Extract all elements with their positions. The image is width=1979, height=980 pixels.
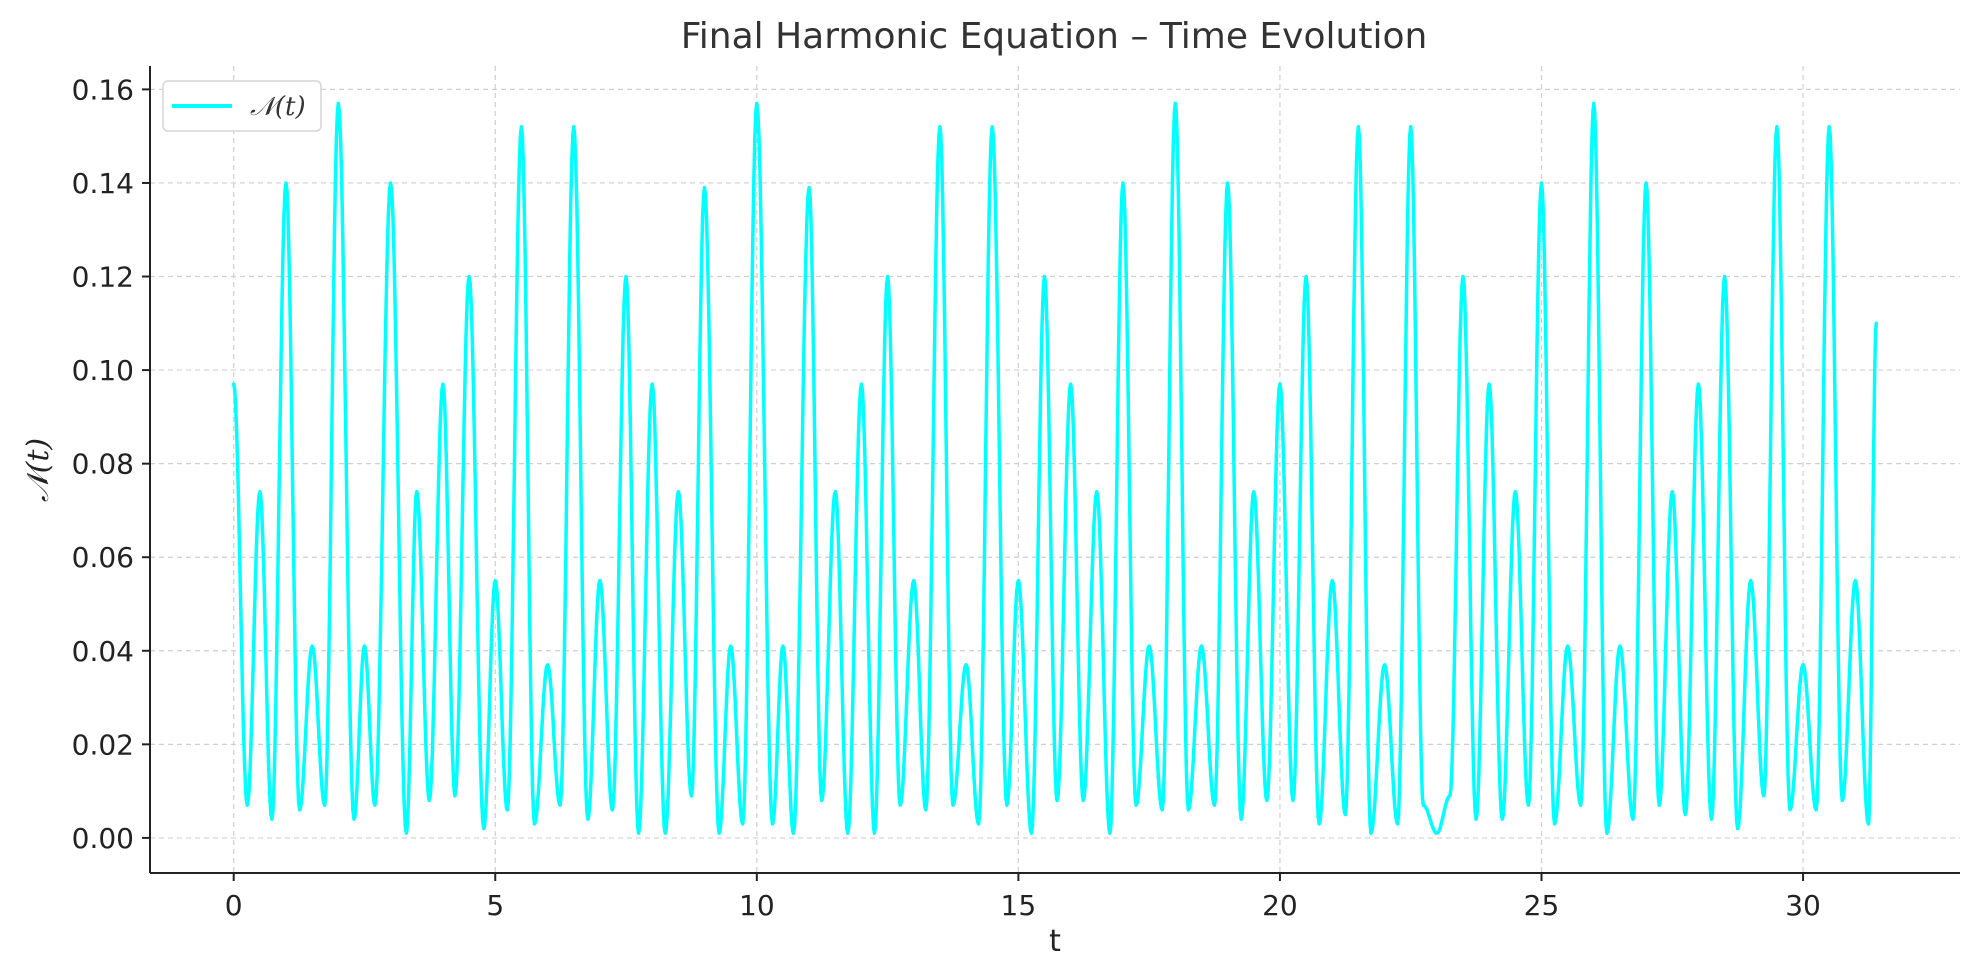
x-tick-label: 15 [1001,889,1037,922]
x-tick-label: 25 [1524,889,1560,922]
y-tick-label: 0.02 [72,728,134,761]
y-tick-label: 0.12 [72,261,134,294]
x-tick-label: 30 [1785,889,1821,922]
y-tick-label: 0.00 [72,822,134,855]
x-tick-label: 10 [739,889,775,922]
legend: 𝒩(t) [162,80,322,132]
x-axis-label: t [1049,924,1061,959]
series-line [231,101,1879,835]
y-tick-label: 0.06 [72,541,134,574]
y-tick-label: 0.10 [72,354,134,387]
x-tick-label: 20 [1262,889,1298,922]
chart-title: Final Harmonic Equation – Time Evolution [681,16,1428,57]
x-ticks: 0 5 10 15 20 25 30 [225,873,1821,922]
y-ticks: 0.00 0.02 0.04 0.06 0.08 0.10 0.12 0.14 0.16 [72,73,150,855]
legend-label: 𝒩(t) [250,92,306,122]
y-tick-label: 0.08 [72,448,134,481]
y-tick-label: 0.14 [72,167,134,200]
y-tick-label: 0.04 [72,635,134,668]
x-tick-label: 0 [225,889,243,922]
y-axis-label: 𝒩(t) [21,438,56,502]
x-tick-label: 5 [486,889,504,922]
y-tick-label: 0.16 [72,73,134,106]
legend-box [162,80,322,132]
